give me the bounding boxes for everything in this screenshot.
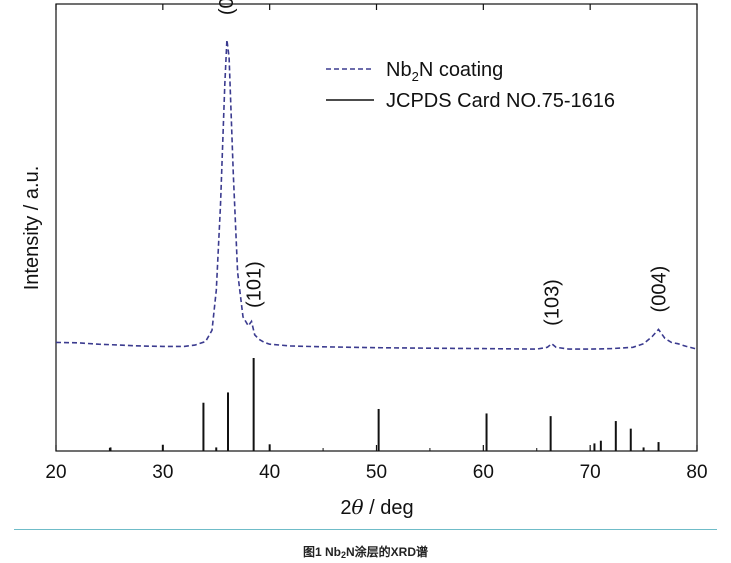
legend-label-nb2n: Nb2N coating	[386, 59, 503, 84]
x-tick-label: 20	[45, 462, 66, 483]
peak-label: (004)	[649, 266, 671, 313]
legend: Nb2N coating JCPDS Card NO.75-1616	[326, 59, 615, 112]
y-axis-label: Intensity / a.u.	[21, 166, 43, 291]
x-tick-label: 80	[686, 462, 707, 483]
peak-label: (002)	[216, 0, 238, 15]
x-axis-label: 2θ / deg	[340, 495, 413, 519]
caption-divider	[14, 529, 717, 530]
plot-frame	[55, 3, 698, 452]
peak-label: (103)	[542, 279, 564, 326]
peak-annotations: (002) (101) (103) (004)	[216, 0, 671, 326]
x-axis: 20 30 40 50 60 70 80	[45, 4, 708, 483]
figure-caption: 图1 Nb2N涂层的XRD谱	[302, 545, 429, 560]
x-tick-label: 50	[366, 462, 387, 483]
xrd-chart: 20 30 40 50 60 70 80 (002) (101) (103) (004) Inte…	[21, 0, 708, 519]
theta-symbol: θ	[352, 495, 364, 519]
peak-label: (101)	[244, 261, 266, 308]
x-tick-label: 70	[580, 462, 601, 483]
legend-label-jcpds: JCPDS Card NO.75-1616	[386, 90, 615, 112]
x-tick-label: 30	[152, 462, 173, 483]
x-tick-label: 60	[473, 462, 494, 483]
xrd-series-nb2n-coating	[55, 39, 698, 350]
x-tick-label: 40	[259, 462, 280, 483]
reference-lines	[109, 358, 660, 451]
